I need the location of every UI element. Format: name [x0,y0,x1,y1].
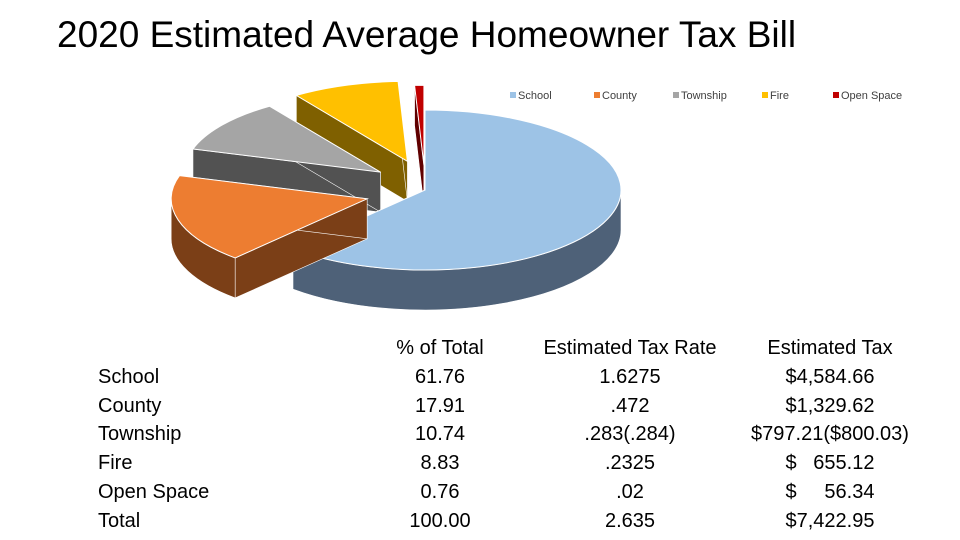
legend-swatch [594,92,600,98]
tax-value: $797.21($800.03) [751,423,909,446]
legend-item: County [594,90,637,102]
rate-column: Estimated Tax Rate 1.6275 .472 .283(.284… [530,334,730,536]
pct-value: 0.76 [420,480,460,503]
pct-value: 8.83 [420,452,460,475]
tax-value: $ 655.12 [785,452,875,475]
pie-slice-county [170,175,370,299]
rate-value: .472 [610,394,650,417]
tax-header: Estimated Tax [767,337,893,359]
legend-label: Township [681,90,727,102]
pct-column: % of Total 61.76 17.91 10.74 8.83 0.76 1… [380,334,500,536]
row-name: Open Space [98,480,210,503]
legend-swatch [833,92,839,98]
slice-top-face [170,175,370,259]
legend-swatch [673,92,679,98]
pct-value: 100.00 [409,509,471,532]
legend-swatch [762,92,768,98]
slice-top-face [295,80,409,163]
tax-table: School County Township Fire Open Space T… [0,334,960,540]
legend-label: Open Space [841,90,903,102]
slice-top-face [192,105,381,173]
pie-slice-open-space [414,84,425,206]
rate-value: .02 [616,480,644,503]
legend-label: Fire [770,90,789,102]
pct-header: % of Total [396,337,484,359]
tax-value: $4,584.66 [785,365,875,388]
pct-value: 61.76 [414,365,466,388]
chart-legend: School County Township Fire Open Space [510,90,930,106]
row-name: Total [98,509,141,532]
rate-header: Estimated Tax Rate [543,337,717,359]
rate-value: 1.6275 [599,365,661,388]
tax-column: Estimated Tax $4,584.66 $1,329.62 $797.2… [735,334,925,536]
slice-top-face [291,109,622,271]
legend-item: Open Space [833,90,902,102]
row-name: County [98,394,162,417]
legend-item: Township [673,90,727,102]
header-spacer [98,334,209,363]
tax-value: $1,329.62 [785,394,875,417]
row-name: Township [98,423,182,446]
rate-value: 2.635 [604,509,656,532]
rate-value: .2325 [604,452,656,475]
row-name: Fire [98,452,133,475]
legend-swatch [510,92,516,98]
row-names-column: School County Township Fire Open Space T… [98,334,209,536]
legend-label: School [518,90,552,102]
legend-label: County [602,90,637,102]
tax-value: $7,422.95 [785,509,875,532]
tax-value: $ 56.34 [785,480,875,503]
legend-item: School [510,90,552,102]
slice-top-face [414,84,425,166]
pct-value: 17.91 [414,394,466,417]
row-name: School [98,365,160,388]
pct-value: 10.74 [414,423,466,446]
legend-item: Fire [762,90,789,102]
chart-title: 2020 Estimated Average Homeowner Tax Bil… [57,14,797,55]
rate-value: .283(.284) [584,423,676,446]
